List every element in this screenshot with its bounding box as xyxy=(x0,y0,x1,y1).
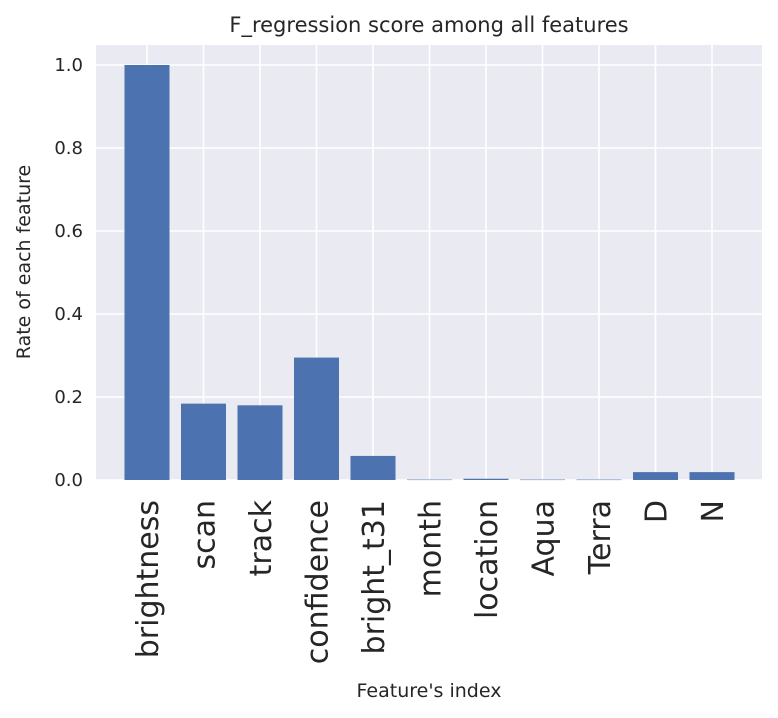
x-tick-label: Aqua xyxy=(527,500,562,576)
x-tick-label: track xyxy=(244,499,279,576)
bar-scan xyxy=(181,403,226,480)
bar-d xyxy=(633,472,678,480)
grid-lines xyxy=(96,45,762,481)
y-axis-label: Rate of each feature xyxy=(13,165,35,359)
bars xyxy=(124,65,735,481)
x-axis-ticks: brightness scan track confidence bright_t31 m… xyxy=(131,499,731,664)
x-tick-label: bright_t31 xyxy=(357,500,392,654)
bar-aqua xyxy=(520,479,565,481)
bar-brightness xyxy=(124,65,170,480)
y-tick-label: 0.0 xyxy=(54,470,83,491)
y-tick-label: 0.2 xyxy=(54,387,83,408)
bar-confidence xyxy=(294,357,339,480)
y-tick-label: 0.8 xyxy=(54,138,83,159)
bar-location xyxy=(463,478,509,480)
x-tick-label: month xyxy=(414,500,449,597)
y-tick-label: 1.0 xyxy=(54,55,83,76)
y-tick-label: 0.6 xyxy=(54,221,83,242)
bar-terra xyxy=(576,479,622,481)
bar-track xyxy=(237,405,283,480)
x-tick-label: location xyxy=(470,500,505,619)
x-tick-label: Terra xyxy=(583,500,618,575)
x-tick-label: confidence xyxy=(301,500,336,664)
y-axis-ticks: 0.0 0.2 0.4 0.6 0.8 1.0 xyxy=(54,55,83,491)
x-axis-label: Feature's index xyxy=(357,680,502,702)
x-tick-label: D xyxy=(640,500,675,523)
bar-bright-t31 xyxy=(350,455,396,480)
x-tick-label: N xyxy=(696,500,731,522)
bar-n xyxy=(689,472,735,480)
chart-title: F_regression score among all features xyxy=(229,13,628,38)
y-tick-label: 0.4 xyxy=(54,304,83,325)
bar-month xyxy=(407,479,452,481)
x-tick-label: scan xyxy=(188,500,223,570)
x-tick-label: brightness xyxy=(131,500,166,658)
